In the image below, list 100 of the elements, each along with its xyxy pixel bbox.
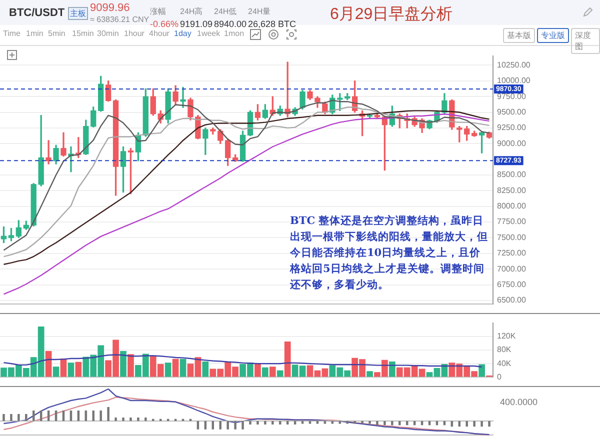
bar: [276, 370, 284, 377]
text: Time: [3, 29, 20, 38]
bar: [316, 421, 319, 424]
text: 24H高: [180, 6, 204, 18]
text: 1hour: [124, 29, 144, 38]
text: 8940.00: [214, 18, 247, 30]
y-tick-label: 0: [497, 372, 502, 382]
bar: [376, 421, 378, 426]
bar: [368, 421, 371, 424]
bar: [391, 421, 394, 426]
text: 1mon: [224, 29, 244, 38]
y-tick-label: 10250.00: [497, 60, 531, 70]
bar: [52, 366, 60, 377]
y-tick-label: 8500.00: [497, 170, 526, 180]
text: 1week: [197, 29, 220, 38]
text: 1day: [174, 29, 192, 38]
bar: [196, 421, 200, 430]
bar: [114, 418, 117, 421]
bar: [204, 421, 207, 430]
bar: [286, 421, 289, 424]
bar: [128, 354, 134, 377]
bar: [144, 418, 147, 421]
text: 9099.96: [90, 2, 131, 14]
bar: [45, 351, 52, 377]
text: 15min: [72, 29, 94, 38]
candlestick: [180, 86, 186, 108]
bar: [25, 414, 28, 421]
text: 26,628 BTC: [248, 18, 296, 31]
bar: [384, 421, 386, 426]
bar: [324, 421, 326, 424]
bar: [180, 358, 186, 377]
bar: [262, 367, 268, 377]
y-tick-label: 7000.00: [497, 264, 526, 274]
bar: [254, 364, 261, 377]
bar: [202, 362, 209, 377]
bar: [301, 421, 304, 424]
bar: [137, 418, 140, 421]
bar: [264, 421, 266, 424]
bar: [242, 421, 244, 430]
y-tick-label: 80K: [497, 345, 512, 354]
bar: [338, 421, 341, 424]
bar: [466, 421, 468, 427]
y-tick-label: 10000.00: [497, 76, 531, 86]
y-tick-label: 9750.00: [497, 92, 526, 101]
bar: [388, 362, 396, 377]
y-tick-label: 7750.00: [497, 217, 526, 226]
bar: [284, 342, 291, 377]
bar: [366, 371, 373, 377]
bar: [2, 414, 5, 421]
text: 4hour: [149, 29, 170, 38]
bar: [331, 421, 334, 424]
y-tick-label: 7250.00: [497, 248, 526, 258]
bar: [478, 364, 485, 377]
chart-title: 6月29日早盘分析: [330, 5, 453, 25]
bar: [308, 421, 312, 424]
bar: [480, 421, 483, 427]
y-tick-label: 120K: [497, 332, 516, 341]
y-tick-label: 9250.00: [497, 123, 526, 132]
bar: [234, 421, 236, 430]
bar: [164, 362, 172, 377]
annotation: BTC 整体还是在空方调整结构，虽昨日出现一根带下影线的阳线，量能放大，但今日能否维持在10日均量线之上，且价格站回5日均线之上才是关键。调整时间还不够，多看少动。: [290, 214, 488, 293]
text: 5min: [48, 29, 66, 38]
bar: [256, 421, 259, 424]
text: 400.0000: [500, 397, 538, 407]
bar: [172, 358, 179, 377]
bar: [249, 421, 252, 424]
y-tick-label: 8250.00: [497, 186, 526, 195]
bar: [130, 418, 132, 421]
text: ≈ 63836.21 CNY: [90, 14, 150, 26]
bar: [18, 414, 20, 421]
bar: [473, 421, 476, 427]
y-tick-label: 6500.00: [497, 296, 526, 305]
text: 深度图: [571, 28, 600, 54]
y-tick-label: 40K: [497, 358, 512, 368]
text: 基本版: [503, 28, 535, 43]
bar: [122, 418, 124, 421]
bar: [346, 421, 348, 424]
bar: [10, 414, 12, 421]
text: 30min: [97, 29, 119, 38]
y-tick-label: 7500.00: [497, 232, 526, 242]
y-tick-label: 9000.00: [497, 138, 526, 148]
text: 24H低: [214, 6, 238, 18]
text: 专业版: [537, 28, 569, 43]
text: 涨幅: [150, 6, 167, 18]
bar: [219, 421, 222, 430]
bar: [361, 421, 364, 424]
bar: [294, 421, 296, 424]
bar: [354, 421, 356, 424]
bar: [269, 366, 276, 377]
y-tick-label: 9500.00: [497, 107, 526, 116]
y-tick-label: 8000.00: [497, 202, 526, 211]
bar: [226, 421, 229, 430]
bar: [68, 362, 74, 377]
bar: [272, 421, 274, 424]
bar: [278, 421, 282, 424]
bar: [75, 362, 82, 377]
bar: [212, 421, 214, 430]
bar: [100, 410, 102, 421]
bar: [120, 351, 126, 377]
y-tick-label: 6750.00: [497, 280, 526, 289]
